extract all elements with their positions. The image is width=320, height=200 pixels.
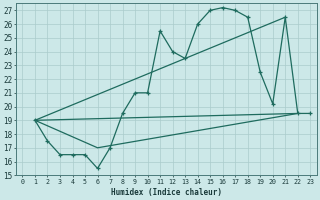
X-axis label: Humidex (Indice chaleur): Humidex (Indice chaleur) [111, 188, 222, 197]
